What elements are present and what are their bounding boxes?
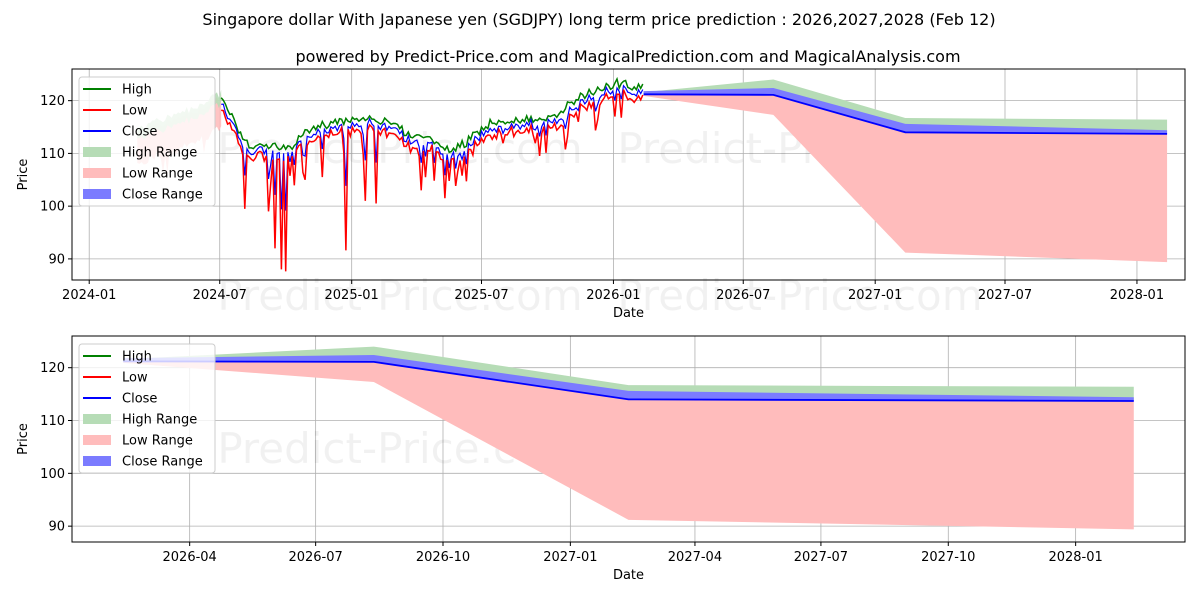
close-history-line — [221, 84, 644, 211]
legend-label-close: Close — [122, 125, 157, 140]
x-tick-label: 2026-10 — [416, 550, 470, 565]
legend-label-low: Low — [122, 371, 148, 386]
watermark-text: Predict-Price.com — [617, 271, 982, 320]
plot-area — [123, 346, 1134, 530]
close-range-area — [123, 355, 1134, 401]
panel-forecast-zoom: Predict-Price.comPredict-Price.com2026-0… — [16, 335, 1186, 583]
y-tick-label: 120 — [40, 94, 65, 109]
y-axis-label: Price — [16, 159, 31, 191]
legend: High Low Close High Range Low Range Close Ran… — [78, 343, 216, 474]
legend-label-high_range: High Range — [122, 146, 197, 161]
close-range-area — [643, 87, 1168, 134]
plot-area — [137, 76, 1168, 272]
x-tick-label: 2028-01 — [1048, 550, 1102, 565]
low-range-area — [123, 361, 1134, 530]
y-axis-label: Price — [16, 423, 31, 455]
y-tick-label: 100 — [40, 467, 65, 482]
legend-swatch-high_range — [83, 414, 111, 424]
x-tick-label: 2027-07 — [794, 550, 848, 565]
close-forecast-line — [643, 93, 1168, 135]
x-tick-label: 2027-01 — [543, 550, 597, 565]
x-tick-label: 2026-07 — [716, 288, 770, 303]
watermark-text: Predict-Price.com — [217, 271, 582, 320]
y-tick-label: 90 — [48, 520, 65, 535]
x-tick-label: 2026-04 — [163, 550, 217, 565]
panel-full-history: Predict-Price.com Predict-Price.comPredic… — [16, 68, 1186, 321]
legend-label-high: High — [122, 83, 152, 98]
legend-label-low_range: Low Range — [122, 167, 193, 182]
legend-label-low: Low — [122, 104, 148, 119]
close-forecast-line — [123, 360, 1134, 402]
legend-swatch-low_range — [83, 435, 111, 445]
x-tick-label: 2024-01 — [62, 288, 116, 303]
y-tick-label: 120 — [40, 361, 65, 376]
chart-title: Singapore dollar With Japanese yen (SGDJ… — [202, 10, 995, 29]
legend-label-close: Close — [122, 392, 157, 407]
y-tick-label: 90 — [48, 252, 65, 267]
low-series-line — [221, 89, 644, 272]
x-tick-label: 2027-04 — [668, 550, 722, 565]
legend-label-high_range: High Range — [122, 413, 197, 428]
legend-label-close_range: Close Range — [122, 455, 203, 470]
x-tick-label: 2028-01 — [1110, 288, 1164, 303]
legend-box — [78, 76, 216, 207]
x-axis-label: Date — [613, 568, 644, 583]
low-range-area — [643, 94, 1168, 263]
legend-label-low_range: Low Range — [122, 434, 193, 449]
x-tick-label: 2025-07 — [454, 288, 508, 303]
legend: High Low Close High Range Low Range Close Ran… — [78, 76, 216, 207]
x-tick-label: 2027-01 — [848, 288, 902, 303]
axes-frame — [71, 335, 1186, 543]
x-axis-label: Date — [613, 306, 644, 321]
x-tick-label: 2026-01 — [586, 288, 640, 303]
y-tick-label: 110 — [40, 414, 65, 429]
y-tick-label: 100 — [40, 200, 65, 215]
y-tick-label: 110 — [40, 147, 65, 162]
legend-swatch-close_range — [83, 189, 111, 199]
x-tick-label: 2025-01 — [325, 288, 379, 303]
chart-subtitle: powered by Predict-Price.com and Magical… — [295, 47, 960, 66]
legend-swatch-high_range — [83, 147, 111, 157]
legend-box — [78, 343, 216, 474]
axes-frame — [71, 68, 1186, 281]
legend-swatch-low_range — [83, 168, 111, 178]
x-tick-label: 2026-07 — [288, 550, 342, 565]
x-tick-label: 2027-10 — [921, 550, 975, 565]
x-tick-label: 2024-07 — [193, 288, 247, 303]
legend-swatch-close_range — [83, 456, 111, 466]
high-series-line — [220, 76, 644, 154]
x-tick-label: 2027-07 — [978, 288, 1032, 303]
legend-label-close_range: Close Range — [122, 188, 203, 203]
legend-label-high: High — [122, 350, 152, 365]
